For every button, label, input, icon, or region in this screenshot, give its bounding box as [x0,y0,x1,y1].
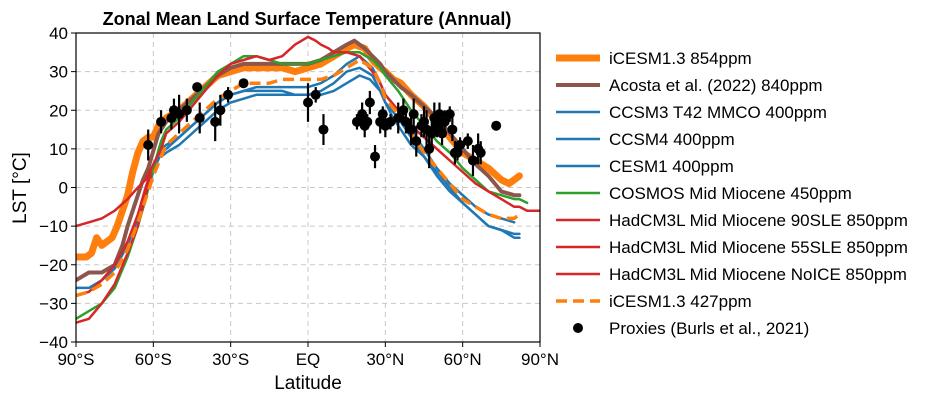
series-line-9 [76,35,540,228]
proxy-point [194,112,205,123]
y-axis-label: LST [°C] [10,152,31,224]
legend-label-4: CCSM4 400ppm [609,130,735,149]
y-tick-label: −40 [39,333,68,352]
proxy-point [411,136,422,147]
legend-label-1: iCESM1.3 854ppm [609,49,752,68]
proxy-point [439,116,450,127]
x-tick-label: 30°S [212,350,249,369]
proxy-point [303,97,313,108]
legend-label-10: iCESM1.3 427ppm [609,292,752,311]
proxy-point [318,124,329,135]
legend: iCESM1.3 854ppm Acosta et al. (2022) 840p… [556,49,908,338]
proxy-point [181,105,192,116]
y-tick-label: 0 [59,179,68,198]
proxy-point [385,116,396,127]
proxy-point [444,109,455,120]
legend-label-9: HadCM3L Mid Miocene NoICE 850ppm [609,265,907,284]
y-tick-label: 30 [49,63,68,82]
y-tick-label: −30 [39,294,68,313]
proxy-point [491,120,502,131]
y-tick-label: 10 [49,140,68,159]
proxy-point [210,116,221,127]
series-line-10 [76,58,521,298]
proxy-point [192,82,203,93]
chart-title: Zonal Mean Land Surface Temperature (Ann… [103,9,512,29]
proxy-point [238,78,249,89]
legend-label-7: HadCM3L Mid Miocene 90SLE 850ppm [609,211,908,230]
series-line-7 [76,174,153,324]
y-tick-label: −20 [39,256,68,275]
x-tick-label: EQ [296,350,321,369]
y-axis-ticks: −40 −30 −20 −10 0 10 20 30 40 [39,24,76,352]
proxy-point [475,147,486,158]
legend-swatch-proxies [573,323,583,333]
proxy-point [467,155,478,166]
legend-label-6: COSMOS Mid Miocene 450ppm [609,184,852,203]
proxy-point [223,89,234,100]
x-axis-label: Latitude [274,373,342,394]
x-tick-label: 60°S [135,350,172,369]
x-tick-label: 60°N [444,350,482,369]
x-axis-ticks: 90°S 60°S 30°S EQ 30°N 60°N 90°N [57,342,559,369]
x-tick-label: 90°N [521,350,559,369]
proxy-point [156,116,167,127]
proxy-layer [143,78,502,176]
legend-label-3: CCSM3 T42 MMCO 400ppm [609,103,827,122]
proxy-point [393,112,404,123]
series-line-2 [76,38,522,283]
series-line-6 [76,51,529,321]
proxy-point [434,109,445,120]
proxy-point [143,140,154,151]
legend-label-5: CESM1 400ppm [609,157,734,176]
proxy-point [408,109,419,120]
proxy-point [310,89,321,100]
proxy-point [215,105,226,116]
y-tick-label: −10 [39,217,68,236]
proxy-point [400,116,411,127]
proxy-point [370,151,381,162]
y-tick-label: 20 [49,101,68,120]
series-line-8 [76,170,153,297]
legend-label-11: Proxies (Burls et al., 2021) [609,319,809,338]
proxy-point [462,136,473,147]
proxy-point [447,124,458,135]
legend-label-8: HadCM3L Mid Miocene 55SLE 850ppm [609,238,908,257]
proxy-point [364,97,375,108]
x-tick-label: 90°S [57,350,94,369]
proxy-point [455,140,466,151]
proxy-point [351,116,362,127]
proxy-point [174,109,185,120]
y-tick-label: 40 [49,24,68,43]
x-tick-label: 30°N [366,350,404,369]
proxy-point [362,116,373,127]
legend-label-2: Acosta et al. (2022) 840ppm [609,76,823,95]
